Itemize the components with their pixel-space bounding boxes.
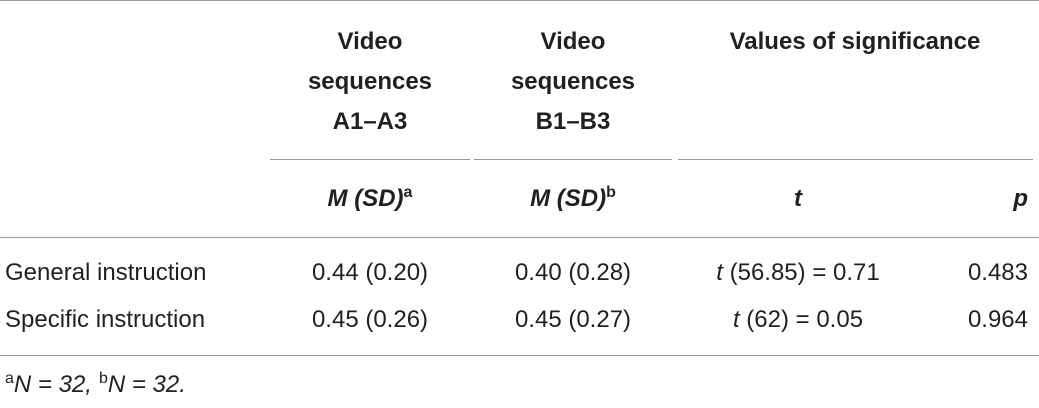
cell: 0.45 (0.27)	[514, 306, 632, 333]
footnote-text: N = 32.	[107, 371, 186, 398]
cell-text: (62) = 0.05	[739, 306, 864, 333]
subheader-text: M (SD)	[530, 185, 607, 212]
cell-italic: t	[732, 306, 740, 333]
cell: 0.40 (0.28)	[514, 259, 632, 286]
column-header: Video sequences B1–B3	[510, 28, 636, 135]
cell: 0.44 (0.20)	[311, 259, 429, 286]
superscript: a	[403, 184, 413, 201]
header-rule	[270, 159, 470, 160]
subheader: M (SD)a	[270, 185, 470, 213]
bottom-rule	[0, 355, 1039, 356]
superscript: b	[98, 370, 108, 387]
cell-text: (56.85) = 0.71	[722, 259, 880, 286]
top-rule	[0, 0, 1039, 1]
cell-italic: t	[716, 259, 723, 286]
column-header: Video sequences A1–A3	[307, 28, 433, 135]
row-label: Specific instruction	[5, 306, 206, 333]
superscript: a	[5, 370, 14, 387]
header-rule	[678, 159, 1033, 160]
cell: 0.45 (0.26)	[311, 306, 429, 333]
superscript: b	[606, 184, 616, 201]
footnote-text: N = 32,	[13, 371, 92, 398]
subheader: M (SD)b	[474, 185, 672, 213]
body-rule	[0, 237, 1039, 238]
footnote: aN = 32, bN = 32.	[5, 371, 186, 399]
header-rule	[474, 159, 672, 160]
cell: 0.964	[967, 306, 1028, 333]
cell: t (56.85) = 0.71	[678, 259, 918, 287]
cell: t (62) = 0.05	[678, 306, 918, 334]
row-label: General instruction	[5, 259, 207, 286]
subheader: t	[794, 185, 802, 212]
subheader: p	[1013, 185, 1028, 212]
column-header: Values of significance	[729, 28, 981, 55]
cell: 0.483	[967, 259, 1028, 286]
subheader-text: M (SD)	[327, 185, 404, 212]
